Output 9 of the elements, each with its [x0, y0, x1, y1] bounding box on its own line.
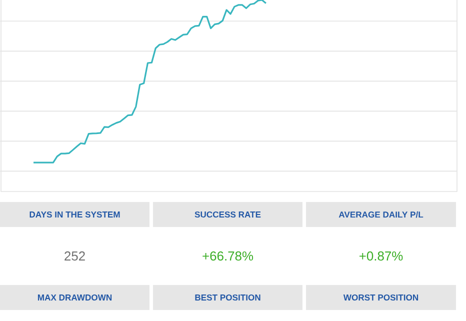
category-label: MAX DRAWDOWN	[38, 294, 112, 301]
category-label: WORST POSITION	[343, 294, 418, 301]
category-label: AVERAGE DAILY P/L	[338, 211, 424, 218]
category-label: DAYS IN THE SYSTEM	[30, 211, 120, 218]
category-label: BEST POSITION	[195, 294, 260, 301]
data-label: +0.87%	[359, 251, 403, 261]
data-label: 252	[64, 251, 85, 261]
data-label: +66.78%	[202, 251, 254, 261]
category-label: SUCCESS RATE	[194, 211, 261, 218]
